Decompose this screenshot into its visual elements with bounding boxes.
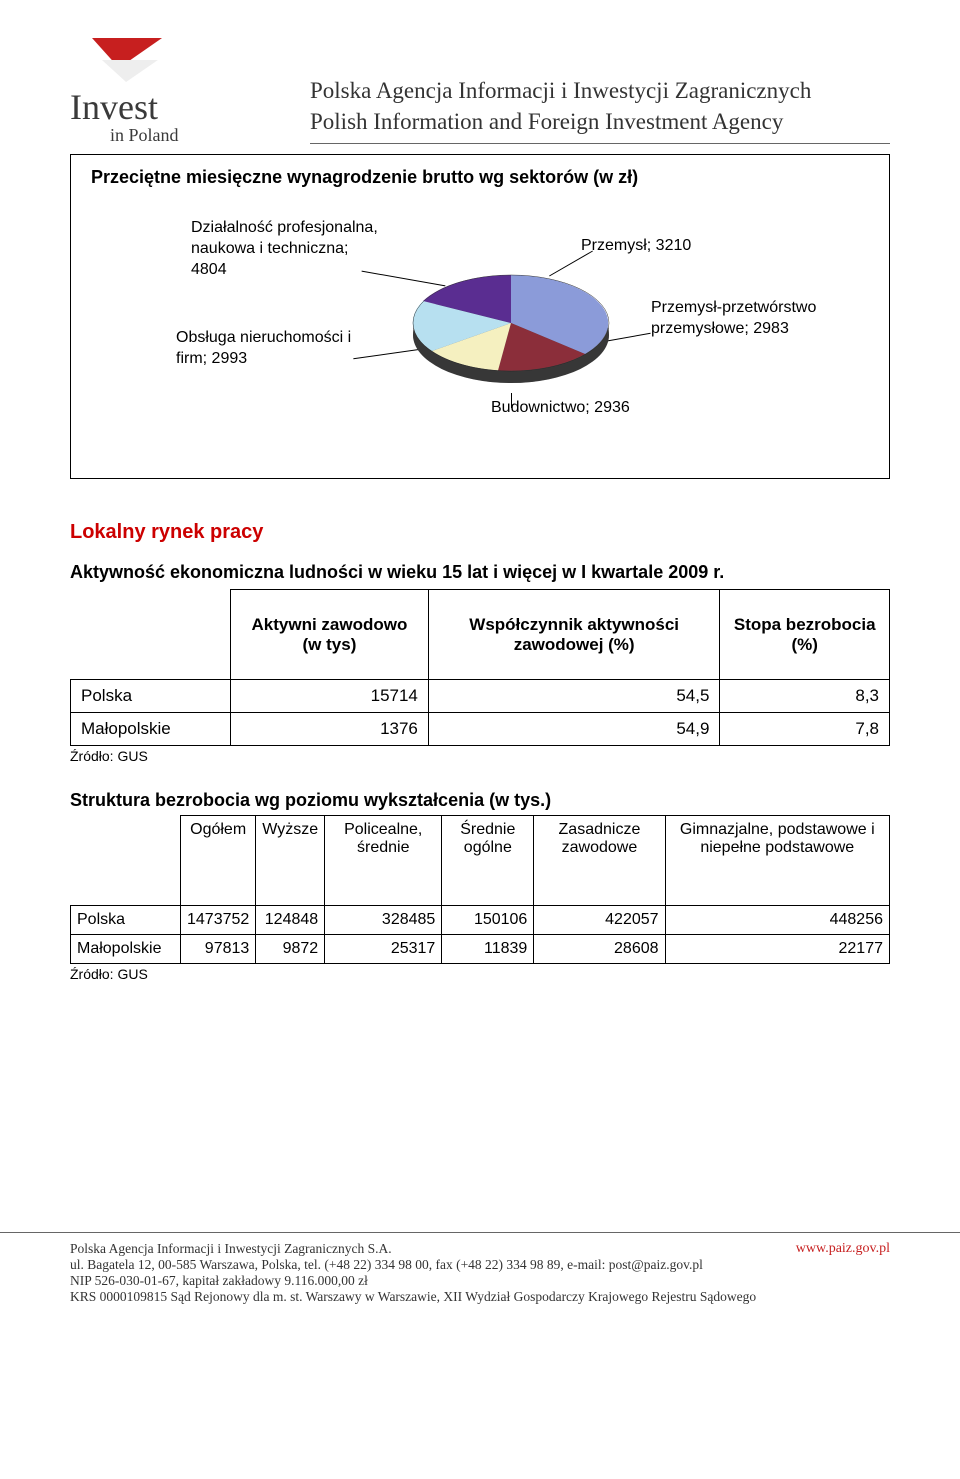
logo-text-sub: in Poland [110,125,270,146]
pie-svg [411,273,611,393]
chart-label-d: Przemysł-przetwórstwo przemysłowe; 2983 [651,298,821,340]
chart-label-b: Obsługa nieruchomości i firm; 2993 [176,328,356,370]
chart-box: Przeciętne miesięczne wynagrodzenie brut… [70,154,890,479]
agency-title: Polska Agencja Informacji i Inwestycji Z… [310,75,890,144]
footer-l1: Polska Agencja Informacji i Inwestycji Z… [70,1241,890,1257]
table2-source: Źródło: GUS [70,966,890,982]
logo-text-main: Invest [70,89,270,125]
table2-title: Struktura bezrobocia wg poziomu wykształ… [70,790,890,811]
logo: Invest in Poland [70,30,270,146]
page-header: Invest in Poland Polska Agencja Informac… [70,30,890,146]
table-row: Małopolskie 97813 9872 25317 11839 28608… [71,935,890,964]
table-unemployment: Ogółem Wyższe Policealne, średnie Średni… [70,815,890,964]
section-title-labor: Lokalny rynek pracy [70,521,890,544]
t1-col0: Aktywni zawodowo (w tys) [231,590,429,680]
table-row: Polska 15714 54,5 8,3 [71,680,890,713]
footer-url: www.paiz.gov.pl [796,1241,890,1257]
footer-l4: KRS 0000109815 Sąd Rejonowy dla m. st. W… [70,1289,890,1305]
footer-l3: NIP 526-030-01-67, kapitał zakładowy 9.1… [70,1273,890,1289]
t1-col1: Współczynnik aktywności zawodowej (%) [428,590,720,680]
table1-source: Źródło: GUS [70,748,890,764]
pie-chart: Działalność profesjonalna, naukowa i tec… [91,218,869,448]
table-activity: Aktywni zawodowo (w tys) Współczynnik ak… [70,589,890,746]
agency-line2: Polish Information and Foreign Investmen… [310,106,890,137]
page-footer: www.paiz.gov.pl Polska Agencja Informacj… [0,1232,960,1325]
chart-label-c: Przemysł; 3210 [581,236,691,257]
table-row: Małopolskie 1376 54,9 7,8 [71,713,890,746]
table1-title: Aktywność ekonomiczna ludności w wieku 1… [70,562,890,583]
footer-l2: ul. Bagatela 12, 00-585 Warszawa, Polska… [70,1257,890,1273]
agency-line1: Polska Agencja Informacji i Inwestycji Z… [310,75,890,106]
t1-col2: Stopa bezrobocia (%) [720,590,890,680]
chart-title: Przeciętne miesięczne wynagrodzenie brut… [91,167,869,188]
chart-label-a: Działalność profesjonalna, naukowa i tec… [191,218,381,280]
table-row: Polska 1473752 124848 328485 150106 4220… [71,906,890,935]
